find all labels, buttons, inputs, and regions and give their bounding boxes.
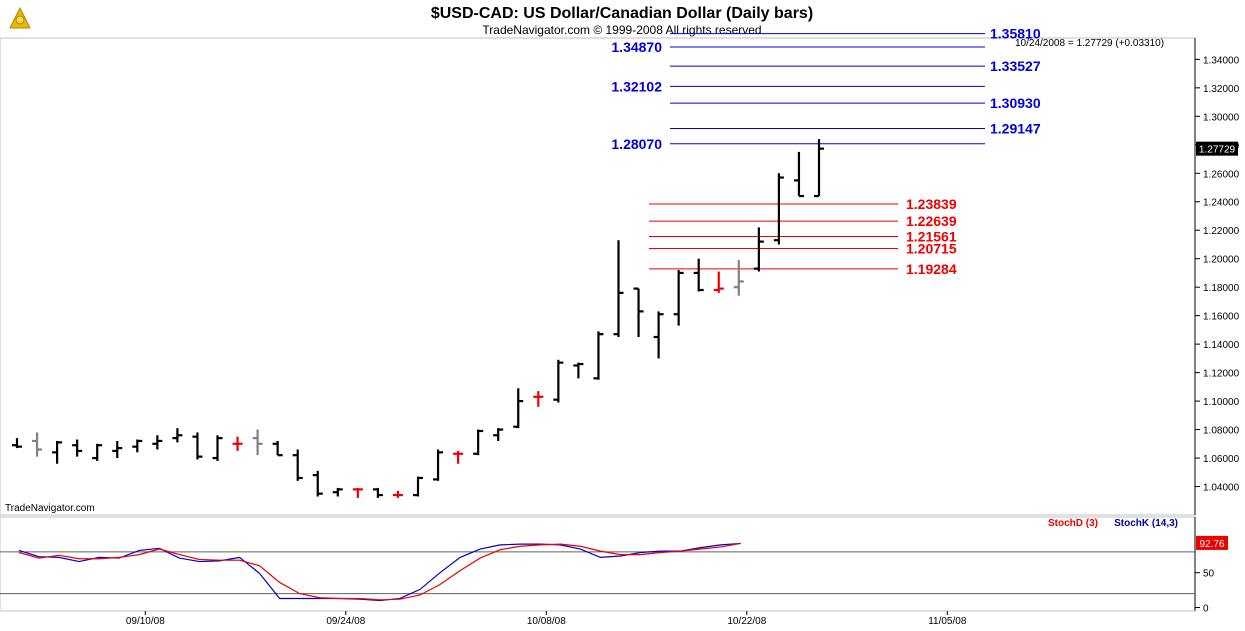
last-price-box: 1.27729 (1196, 141, 1238, 156)
stoch-d-line (18, 542, 741, 601)
ohlc-bar (513, 388, 524, 429)
resistance-label: 1.32102 (611, 78, 662, 94)
stoch-last-label: 92.76 (1199, 539, 1224, 550)
ohlc-bar (533, 391, 544, 407)
price-y-tick-label: 1.12000 (1203, 369, 1240, 380)
ohlc-bar (112, 440, 123, 459)
legend-stoch-k: StochK (14,3) (1114, 518, 1178, 529)
ohlc-bar (32, 432, 43, 457)
resistance-label: 1.34870 (611, 39, 662, 55)
resistance-label: 1.33527 (990, 58, 1041, 74)
stoch-y-ticks: 50 0 (1195, 569, 1215, 615)
ohlc-bar (433, 449, 444, 481)
x-tick-label: 10/22/08 (727, 616, 766, 627)
price-y-ticks: 1.340001.320001.300001.280001.260001.240… (1195, 55, 1240, 494)
ohlc-bar (312, 470, 323, 497)
resistance-label: 1.29147 (990, 120, 1041, 136)
ohlc-bar (633, 287, 644, 338)
ohlc-bar (553, 359, 564, 403)
ohlc-bar (613, 240, 624, 338)
ohlc-bar (453, 450, 464, 464)
ohlc-bar (673, 270, 684, 326)
watermark: TradeNavigator.com (5, 503, 95, 514)
support-label: 1.21561 (906, 228, 957, 244)
price-y-tick-label: 1.22000 (1203, 226, 1240, 237)
support-label: 1.23839 (906, 196, 957, 212)
resistance-label: 1.28070 (611, 136, 662, 152)
ohlc-bar (152, 435, 163, 450)
price-y-tick-label: 1.18000 (1203, 283, 1240, 294)
ohlc-bar (272, 440, 283, 457)
x-tick-label: 09/24/08 (326, 616, 365, 627)
ohlc-bar (232, 436, 243, 451)
ohlc-bar (392, 490, 403, 498)
ohlc-bar (292, 449, 303, 481)
x-tick-label: 09/10/08 (126, 616, 165, 627)
price-y-tick-label: 1.24000 (1203, 198, 1240, 209)
x-tick-label: 10/08/08 (527, 616, 566, 627)
ohlc-bar (773, 173, 784, 245)
ohlc-bar (212, 435, 223, 461)
last-price-label: 1.27729 (1199, 145, 1236, 156)
ohlc-bar (693, 258, 704, 292)
ohlc-bars (12, 139, 824, 498)
ohlc-bar (52, 440, 63, 464)
stoch-y-tick-label: 0 (1203, 604, 1209, 615)
ohlc-bar (814, 139, 824, 198)
ohlc-bar (753, 227, 764, 272)
top-left-logo[interactable] (6, 4, 34, 32)
ohlc-bar (332, 487, 343, 497)
price-y-tick-label: 1.30000 (1203, 112, 1240, 123)
ohlc-bar (733, 260, 744, 296)
ohlc-bar (72, 439, 83, 457)
ohlc-bar (793, 151, 804, 198)
price-y-tick-label: 1.08000 (1203, 426, 1240, 437)
ohlc-bar (372, 487, 383, 498)
ohlc-bar (12, 438, 22, 449)
support-label: 1.19284 (906, 261, 957, 277)
x-tick-label: 11/05/08 (928, 616, 967, 627)
price-y-tick-label: 1.20000 (1203, 255, 1240, 266)
resistance-label: 1.35810 (990, 26, 1041, 42)
level-lines: 1.35810 1.34870 1.33527 1.32102 1.30930 1.291… (611, 26, 1040, 277)
support-label: 1.20715 (906, 241, 957, 257)
price-y-tick-label: 1.26000 (1203, 169, 1240, 180)
legend-stoch-d: StochD (3) (1048, 518, 1098, 529)
chart-title: $USD-CAD: US Dollar/Canadian Dollar (Dai… (431, 5, 813, 22)
ohlc-bar (192, 432, 203, 460)
price-y-tick-label: 1.32000 (1203, 84, 1240, 95)
stoch-panel-frame (0, 516, 1196, 612)
price-y-tick-label: 1.06000 (1203, 454, 1240, 465)
stochastic-lines (0, 542, 1195, 602)
ohlc-bar (493, 428, 504, 441)
price-y-tick-label: 1.34000 (1203, 55, 1240, 66)
copyright-subtitle: TradeNavigator.com © 1999-2008 All right… (482, 23, 761, 37)
stoch-k-line (18, 542, 741, 602)
ohlc-bar (172, 428, 183, 443)
ohlc-bar (653, 311, 664, 359)
ohlc-bar (593, 331, 604, 380)
ohlc-bar (713, 271, 724, 293)
price-y-tick-label: 1.10000 (1203, 397, 1240, 408)
ohlc-bar (413, 476, 423, 497)
ohlc-bar (473, 429, 484, 456)
last-bar-info: 10/24/2008 = 1.27729 (+0.03310) (1015, 38, 1164, 49)
stoch-y-tick-label: 50 (1203, 569, 1215, 580)
stoch-last-box: 92.76 (1196, 535, 1228, 550)
ohlc-bar (132, 439, 143, 453)
price-y-tick-label: 1.16000 (1203, 312, 1240, 323)
ohlc-bar (352, 487, 363, 498)
ohlc-bar (252, 429, 263, 456)
ohlc-bar (92, 443, 103, 461)
ohlc-bar (573, 362, 584, 379)
price-y-tick-label: 1.04000 (1203, 483, 1240, 494)
price-y-tick-label: 1.14000 (1203, 340, 1240, 351)
support-label: 1.22639 (906, 213, 957, 229)
x-ticks: 09/10/08 09/24/08 10/08/08 10/22/08 11/05/08 (126, 611, 967, 627)
resistance-label: 1.30930 (990, 95, 1041, 111)
